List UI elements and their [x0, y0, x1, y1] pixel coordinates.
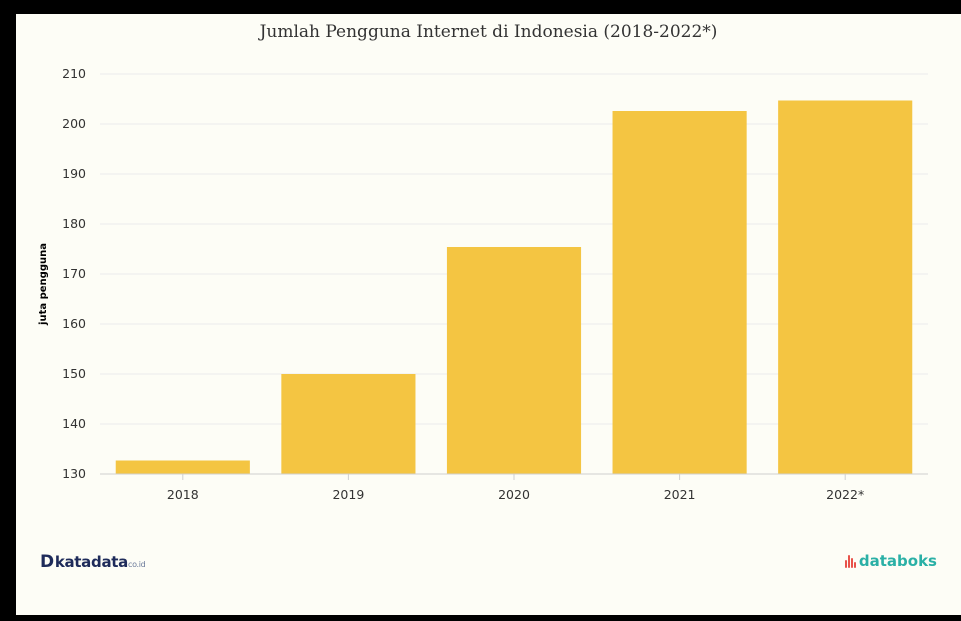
y-tick-label: 160: [62, 316, 86, 331]
bar-2018[interactable]: [115, 460, 250, 475]
y-tick-label: 200: [62, 116, 86, 131]
y-axis-ticks: 130 140 150 160 170 180 190 200 210: [62, 66, 86, 481]
y-tick-label: 150: [62, 366, 86, 381]
katadata-logo: Dkatadataco.id: [40, 552, 146, 572]
bar-chart: 130 140 150 160 170 180 190 200 210 2018 2019 2020…: [38, 66, 928, 502]
bars: [115, 100, 913, 475]
x-tick-label: 2021: [664, 487, 696, 502]
katadata-d-icon: D: [40, 552, 54, 572]
katadata-logo-suffix: co.id: [127, 560, 146, 569]
x-axis-ticks: 2018 2019 2020 2021 2022*: [167, 474, 864, 502]
y-tick-label: 190: [62, 166, 86, 181]
x-tick-label: 2022*: [826, 487, 864, 502]
y-tick-label: 210: [62, 66, 86, 81]
databoks-bars-icon: [844, 554, 856, 568]
katadata-logo-text: katadata: [54, 553, 128, 571]
bar-2020[interactable]: [446, 247, 582, 474]
y-tick-label: 140: [62, 416, 86, 431]
bar-2019[interactable]: [281, 374, 416, 474]
databoks-logo-text: databoks: [858, 552, 937, 570]
y-tick-label: 180: [62, 216, 86, 231]
y-tick-label: 170: [62, 266, 86, 281]
bar-2022*[interactable]: [778, 100, 913, 475]
chart-frame: Jumlah Pengguna Internet di Indonesia (2…: [16, 14, 961, 615]
databoks-logo: databoks: [844, 552, 937, 570]
bar-2021[interactable]: [612, 111, 747, 474]
x-tick-label: 2018: [167, 487, 199, 502]
x-tick-label: 2019: [332, 487, 364, 502]
y-axis-label: juta pengguna: [38, 243, 49, 326]
x-tick-label: 2020: [498, 487, 530, 502]
y-tick-label: 130: [62, 466, 86, 481]
chart-title: Jumlah Pengguna Internet di Indonesia (2…: [259, 22, 718, 42]
